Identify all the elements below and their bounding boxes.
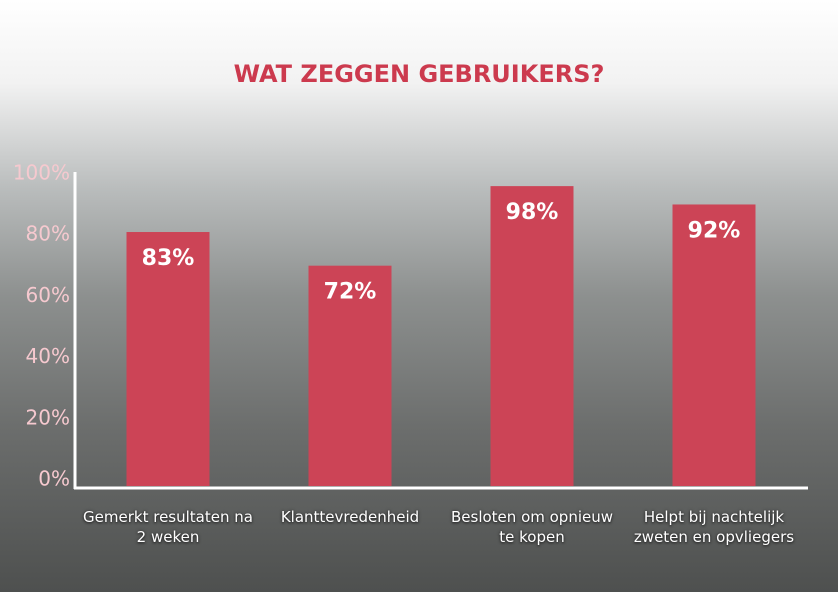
bar [672, 204, 756, 487]
chart-title: WAT ZEGGEN GEBRUIKERS? [234, 60, 605, 88]
bar [308, 265, 392, 486]
x-tick-label: Helpt bij nachtelijk zweten en opvlieger… [633, 508, 795, 546]
y-tick-label: 40% [26, 344, 70, 368]
bar [490, 186, 574, 486]
y-tick-label: 20% [26, 405, 70, 429]
value-label: 72% [324, 280, 377, 305]
y-tick-label: 0% [38, 467, 70, 491]
value-label: 92% [688, 218, 741, 243]
y-tick-label: 80% [26, 222, 70, 246]
x-tick-label: Gemerkt resultaten na 2 weken [83, 508, 253, 546]
value-label: 83% [142, 246, 195, 271]
value-label: 98% [506, 200, 559, 225]
y-tick-label: 100% [13, 161, 70, 185]
y-tick-label: 60% [26, 283, 70, 307]
x-tick-label: Klanttevredenheid [280, 508, 420, 526]
bar [126, 232, 210, 486]
x-tick-label: Besloten om opnieuw te kopen [451, 508, 613, 546]
